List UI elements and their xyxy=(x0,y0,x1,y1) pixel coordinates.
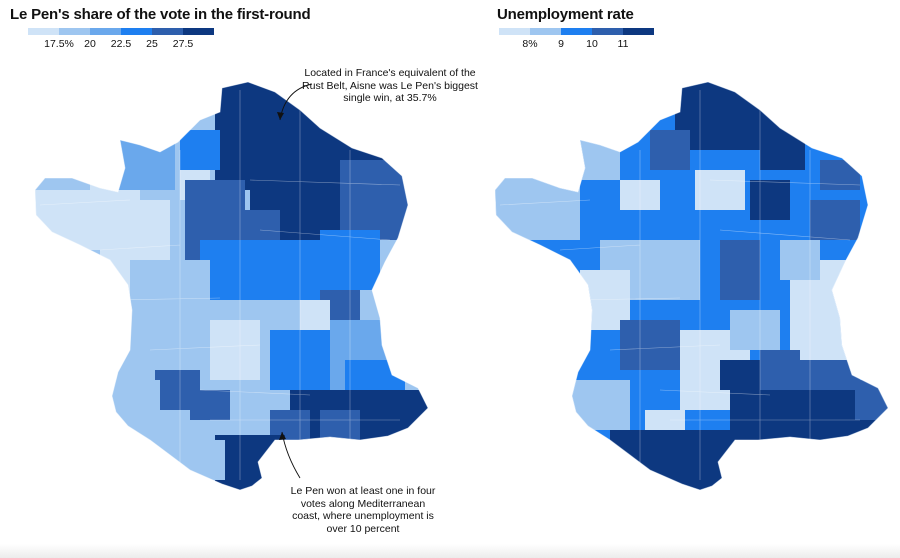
legend-tick-label: 10 xyxy=(586,38,598,50)
legend-tick-label: 25 xyxy=(146,38,158,50)
legend-tick-label: 8% xyxy=(522,38,538,50)
legend-swatch xyxy=(592,28,623,35)
legend-swatch xyxy=(183,28,214,35)
legend-tick-label: 9 xyxy=(558,38,564,50)
legend-swatch xyxy=(561,28,592,35)
legend-swatch xyxy=(152,28,183,35)
legend-swatch xyxy=(499,28,530,35)
mediterranean-annotation: Le Pen won at least one in four votes al… xyxy=(290,485,436,535)
bottom-fade xyxy=(0,544,900,558)
vote-share-map xyxy=(34,81,429,491)
unemployment-title: Unemployment rate xyxy=(497,6,634,23)
legend-tick-label: 11 xyxy=(617,38,629,50)
legend-swatch xyxy=(90,28,121,35)
legend-tick-label: 20 xyxy=(84,38,96,50)
vote-share-legend: 17.5% 20 22.5 25 27.5 xyxy=(28,28,214,58)
legend-swatch xyxy=(121,28,152,35)
legend-swatch xyxy=(28,28,59,35)
legend-tick-label: 17.5% xyxy=(44,38,74,50)
legend-swatch xyxy=(530,28,561,35)
unemployment-map xyxy=(494,81,889,491)
legend-swatch xyxy=(59,28,90,35)
unemployment-legend: 8% 9 10 11 xyxy=(499,28,654,58)
legend-tick-label: 22.5 xyxy=(110,38,132,50)
vote-share-title: Le Pen's share of the vote in the first-… xyxy=(10,6,311,23)
legend-tick-label: 27.5 xyxy=(172,38,194,50)
legend-swatch xyxy=(623,28,654,35)
aisne-annotation: Located in France's equivalent of the Ru… xyxy=(302,67,478,104)
